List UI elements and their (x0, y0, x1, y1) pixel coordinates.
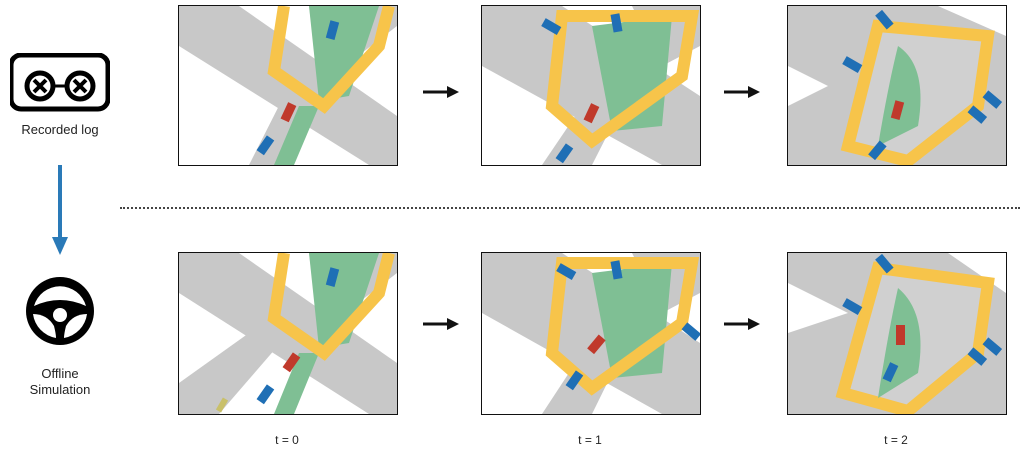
scene-panel-top-t2 (787, 5, 1007, 166)
scene-panel-top-t1 (481, 5, 701, 166)
scene-panel-bottom-t0 (178, 252, 398, 415)
time-label-t0: t = 0 (275, 433, 299, 447)
down-arrow (50, 165, 70, 262)
scene-panel-top-t0 (178, 5, 398, 166)
cassette-tape-icon (8, 52, 111, 118)
offline-simulation-label: Offline Simulation (0, 366, 120, 398)
steering-wheel-icon (23, 274, 97, 353)
right-arrow-top-1 (423, 85, 459, 104)
offline-label-line2: Simulation (29, 382, 91, 397)
scene-panel-bottom-t2 (787, 252, 1007, 415)
offline-label-line1: Offline (41, 366, 79, 381)
scene-panel-bottom-t1 (481, 252, 701, 415)
right-arrow-bottom-1 (423, 317, 459, 336)
recorded-log-label: Recorded log (21, 122, 99, 137)
right-arrow-bottom-2 (724, 317, 760, 336)
row-divider (120, 207, 1020, 209)
right-arrow-top-2 (724, 85, 760, 104)
time-label-t1: t = 1 (578, 433, 602, 447)
time-label-t2: t = 2 (884, 433, 908, 447)
